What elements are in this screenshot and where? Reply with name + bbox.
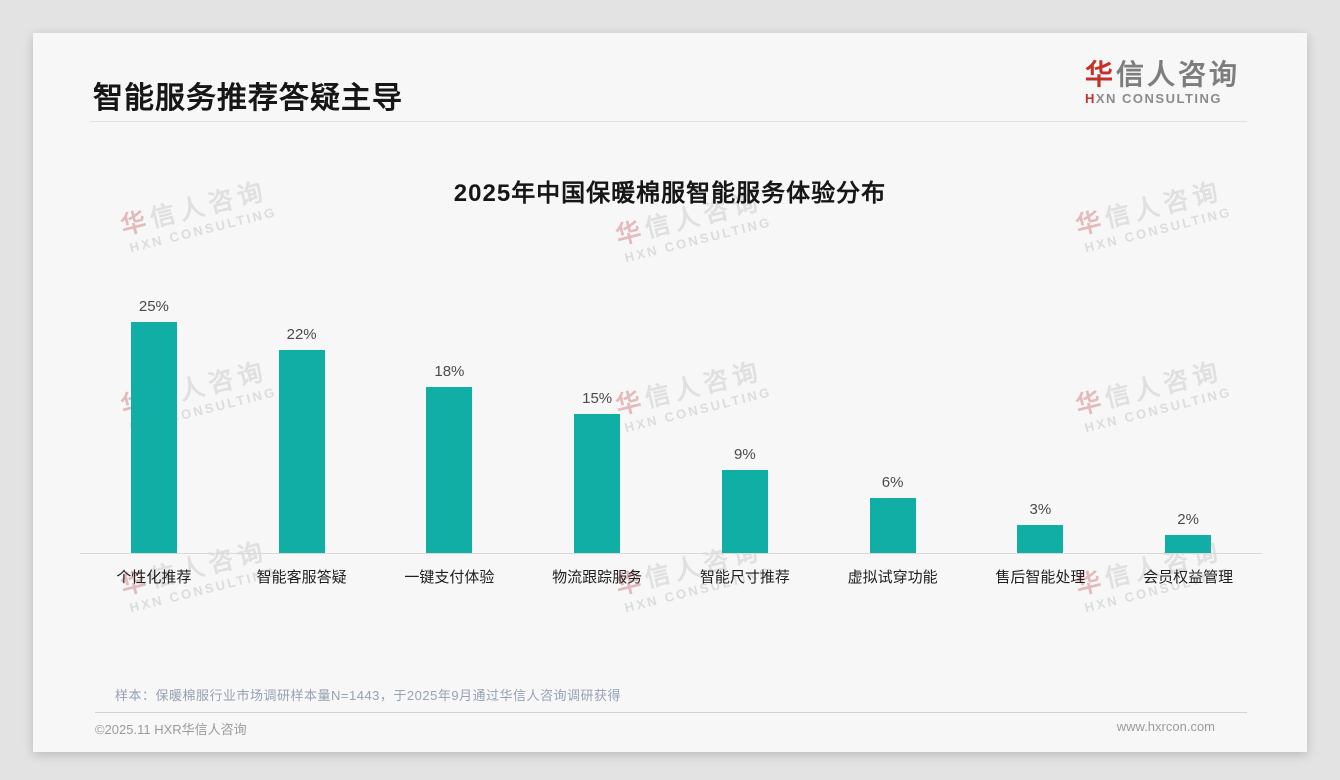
logo-cn-text: 华信人咨询 <box>1084 59 1240 90</box>
bar-value-label: 6% <box>881 474 904 491</box>
company-logo: 华信人咨询 HXN CONSULTING <box>1085 59 1240 106</box>
sample-note: 样本：保暖棉服行业市场调研样本量N=1443，于2025年9月通过华信人咨询调研… <box>115 688 622 703</box>
footer-website-link[interactable]: www.hxrcon.com <box>1116 719 1215 734</box>
bar <box>869 498 916 553</box>
bar-value-label: 18% <box>434 363 465 380</box>
footer-copyright: ©2025.11 HXR华信人咨询 <box>95 722 247 737</box>
bar <box>1165 535 1212 553</box>
bar <box>721 470 768 553</box>
bar <box>278 350 325 553</box>
bar-category-label: 智能尺寸推荐 <box>699 569 790 586</box>
bar-column: 6% <box>819 474 967 553</box>
header-divider <box>90 121 1247 122</box>
bar-column: 22% <box>228 326 376 553</box>
bar-column: 9% <box>671 446 819 553</box>
bar <box>426 387 473 553</box>
bar-value-label: 15% <box>582 390 613 407</box>
bar-value-label: 25% <box>138 298 169 315</box>
bar-category-label: 一键支付体验 <box>404 569 495 586</box>
bar <box>574 414 621 553</box>
bar <box>1017 525 1064 553</box>
bar-value-label: 3% <box>1029 501 1052 518</box>
bar-category-label: 物流跟踪服务 <box>552 569 643 586</box>
report-card: 华信人咨询 HXN CONSULTING 华信人咨询 HXN CONSULTING 华信… <box>33 33 1307 752</box>
bar-column: 15% <box>523 390 671 553</box>
bar-category-label: 虚拟试穿功能 <box>847 569 938 586</box>
bar-column: 25% <box>80 298 228 553</box>
footer-divider <box>95 712 1247 713</box>
bar-value-label: 9% <box>734 446 756 463</box>
chart-title: 2025年中国保暖棉服智能服务体验分布 <box>453 180 887 207</box>
bar-column: 2% <box>1114 511 1262 553</box>
bar-value-label: 22% <box>286 326 317 343</box>
bar-column: 3% <box>967 501 1115 553</box>
bar-column: 18% <box>376 363 524 553</box>
bar-category-label: 智能客服答疑 <box>256 569 347 586</box>
chart-plot: 25% 22% 18% 15% 9% 6% 3% 2% <box>80 203 1262 554</box>
bar <box>130 322 177 553</box>
bar-value-label: 2% <box>1177 511 1199 528</box>
bar-category-label: 售后智能处理 <box>995 569 1086 586</box>
logo-en-text: HXN CONSULTING <box>1084 91 1223 106</box>
page-title: 智能服务推荐答疑主导 <box>93 82 403 115</box>
chart-labels: 个性化推荐 智能客服答疑 一键支付体验 物流跟踪服务 智能尺寸推荐 虚拟试穿功能 售后智能处… <box>80 566 1262 587</box>
bar-category-label: 会员权益管理 <box>1143 569 1234 586</box>
bar-category-label: 个性化推荐 <box>116 569 192 586</box>
